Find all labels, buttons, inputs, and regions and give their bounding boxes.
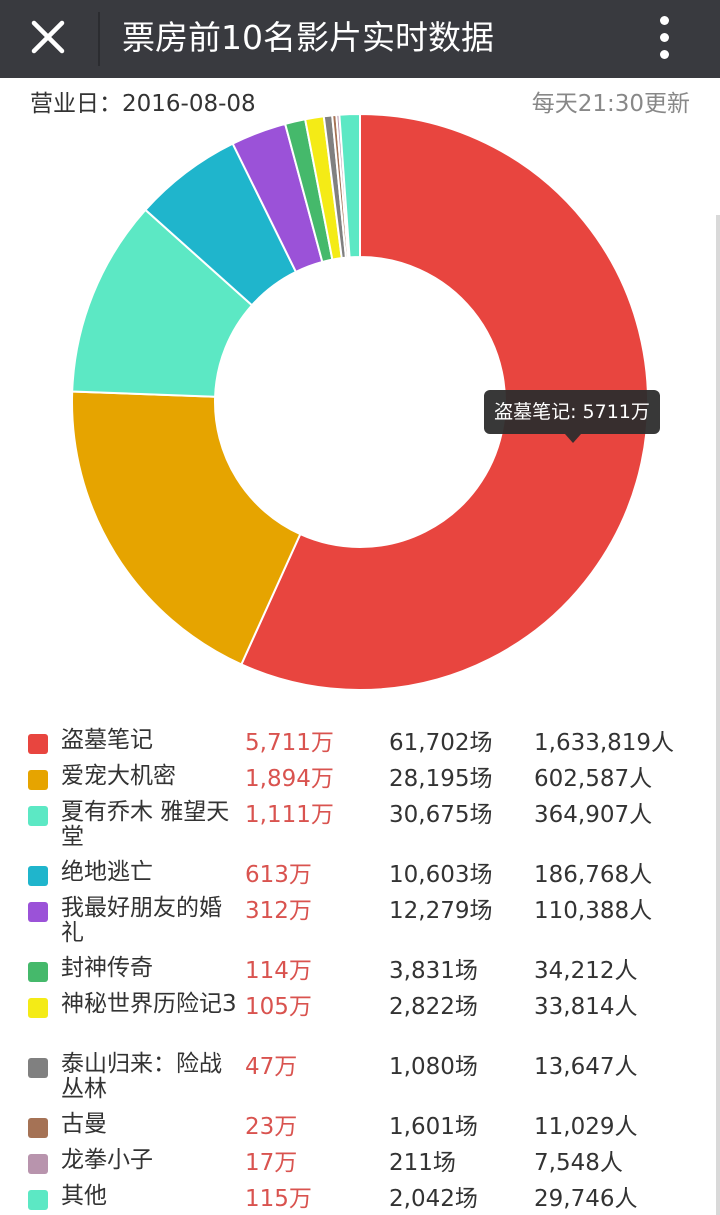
show-count: 61,702场 — [389, 730, 493, 756]
legend-swatch — [28, 1058, 48, 1078]
date-label: 营业日： — [30, 91, 122, 117]
appbar-divider — [98, 12, 100, 66]
movie-name: 古曼 — [61, 1111, 107, 1137]
legend-swatch — [28, 734, 48, 754]
box-office: 115万 — [245, 1186, 312, 1212]
show-count: 2,822场 — [389, 994, 478, 1020]
show-count: 1,601场 — [389, 1114, 478, 1140]
scrollbar[interactable] — [716, 215, 720, 1215]
show-count: 211场 — [389, 1150, 456, 1176]
audience-count: 34,212人 — [534, 958, 638, 984]
movie-name: 绝地逃亡 — [61, 859, 153, 885]
box-office: 1,111万 — [245, 802, 334, 828]
legend-swatch — [28, 1154, 48, 1174]
legend-swatch — [28, 770, 48, 790]
date-value: 2016-08-08 — [122, 91, 256, 117]
page-title: 票房前10名影片实时数据 — [122, 18, 494, 57]
movie-name: 爱宠大机密 — [61, 763, 176, 789]
box-office: 23万 — [245, 1114, 298, 1140]
box-office: 613万 — [245, 862, 312, 888]
box-office: 1,894万 — [245, 766, 334, 792]
audience-count: 33,814人 — [534, 994, 638, 1020]
audience-count: 7,548人 — [534, 1150, 623, 1176]
show-count: 10,603场 — [389, 862, 493, 888]
audience-count: 602,587人 — [534, 766, 653, 792]
box-office: 312万 — [245, 898, 312, 924]
box-office: 105万 — [245, 994, 312, 1020]
audience-count: 1,633,819人 — [534, 730, 675, 756]
show-count: 3,831场 — [389, 958, 478, 984]
show-count: 12,279场 — [389, 898, 493, 924]
close-button[interactable] — [24, 13, 74, 63]
legend-swatch — [28, 866, 48, 886]
audience-count: 364,907人 — [534, 802, 653, 828]
close-icon — [31, 20, 65, 54]
audience-count: 13,647人 — [534, 1054, 638, 1080]
movie-name: 泰山归来：险战丛林 — [61, 1051, 222, 1102]
donut-slice[interactable] — [240, 112, 649, 691]
tooltip-arrow — [565, 434, 581, 443]
more-menu-button[interactable] — [650, 10, 680, 66]
box-office: 5,711万 — [245, 730, 334, 756]
show-count: 30,675场 — [389, 802, 493, 828]
show-count: 2,042场 — [389, 1186, 478, 1212]
movie-name: 龙拳小子 — [61, 1147, 153, 1173]
audience-count: 110,388人 — [534, 898, 653, 924]
movie-name: 盗墓笔记 — [61, 727, 153, 753]
legend-swatch — [28, 962, 48, 982]
box-office: 114万 — [245, 958, 312, 984]
donut-slice[interactable] — [71, 390, 302, 666]
legend-swatch — [28, 806, 48, 826]
box-office: 17万 — [245, 1150, 298, 1176]
box-office: 47万 — [245, 1054, 298, 1080]
legend-swatch — [28, 1190, 48, 1210]
movie-name: 神秘世界历险记3 — [61, 991, 237, 1017]
app-bar: 票房前10名影片实时数据 — [0, 0, 720, 78]
donut-slice[interactable] — [338, 112, 361, 259]
audience-count: 186,768人 — [534, 862, 653, 888]
audience-count: 11,029人 — [534, 1114, 638, 1140]
legend-swatch — [28, 998, 48, 1018]
movie-name: 我最好朋友的婚礼 — [61, 895, 222, 946]
movie-name: 其他 — [61, 1183, 107, 1209]
chart-tooltip: 盗墓笔记: 5711万 — [484, 390, 660, 434]
donut-chart[interactable] — [0, 100, 720, 700]
show-count: 28,195场 — [389, 766, 493, 792]
audience-count: 29,746人 — [534, 1186, 638, 1212]
business-date: 营业日：2016-08-08 — [30, 84, 256, 118]
update-note: 每天21:30更新 — [531, 91, 690, 117]
legend-swatch — [28, 1118, 48, 1138]
legend-swatch — [28, 902, 48, 922]
show-count: 1,080场 — [389, 1054, 478, 1080]
movie-name: 封神传奇 — [61, 955, 153, 981]
movie-name: 夏有乔木 雅望天堂 — [61, 799, 230, 850]
